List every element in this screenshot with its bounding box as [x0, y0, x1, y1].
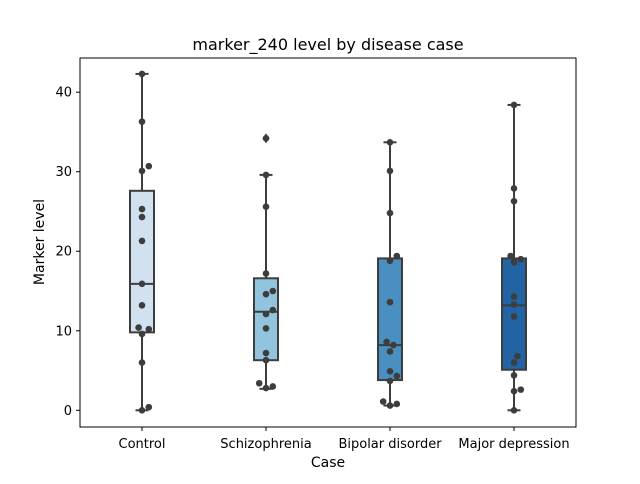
y-axis-label: Marker level: [32, 199, 48, 285]
y-tick-label: 10: [55, 324, 72, 339]
y-tick-label: 0: [64, 404, 72, 419]
data-point: [386, 298, 394, 306]
data-point: [510, 293, 518, 300]
data-point: [393, 252, 401, 260]
x-tick-label: Bipolar disorder: [338, 437, 442, 452]
data-point: [269, 306, 277, 314]
plot-content: [129, 70, 527, 414]
data-point: [145, 403, 153, 411]
y-axis: 0 10 20 30 40: [55, 86, 80, 419]
data-point: [138, 330, 146, 338]
chart-title: marker_240 level by disease case: [192, 35, 463, 55]
data-point: [145, 162, 153, 170]
data-point: [507, 252, 514, 260]
data-point: [386, 209, 394, 217]
data-point: [262, 349, 270, 357]
data-point: [517, 386, 525, 393]
data-point: [262, 203, 270, 211]
data-point: [138, 280, 146, 288]
data-point: [262, 171, 270, 179]
data-point: [138, 237, 146, 245]
data-point: [510, 406, 518, 414]
data-point: [510, 301, 518, 308]
x-axis: Control Schizophrenia Bipolar disorder Majo…: [119, 427, 570, 452]
data-point: [138, 118, 146, 125]
data-point: [510, 259, 518, 266]
data-point: [138, 359, 146, 366]
data-point: [262, 135, 270, 142]
data-point: [262, 270, 270, 277]
data-point: [510, 197, 518, 205]
data-point: [138, 167, 146, 175]
data-point: [145, 325, 153, 333]
data-point: [138, 213, 146, 221]
data-point: [510, 313, 518, 320]
x-tick-label: Schizophrenia: [220, 437, 311, 452]
data-point: [255, 379, 263, 387]
data-point: [393, 372, 401, 380]
data-point: [386, 402, 394, 409]
data-point: [390, 341, 397, 349]
x-tick-label: Control: [119, 437, 166, 452]
y-tick-label: 30: [55, 165, 72, 180]
data-point: [262, 310, 270, 318]
box-group: [501, 103, 527, 412]
data-point: [386, 368, 394, 375]
data-point: [262, 325, 270, 332]
data-point: [510, 387, 518, 395]
data-point: [262, 356, 270, 364]
data-point: [510, 185, 518, 192]
data-point: [386, 167, 394, 175]
data-point: [379, 398, 387, 405]
data-point: [510, 372, 518, 379]
data-point: [269, 383, 277, 390]
box-iqr: [377, 257, 403, 382]
y-tick-label: 40: [55, 86, 72, 101]
data-point: [517, 255, 525, 263]
data-point: [386, 138, 394, 146]
data-point: [262, 384, 270, 392]
data-point: [386, 257, 394, 265]
data-point: [269, 287, 277, 295]
x-tick-label: Major depression: [458, 437, 569, 452]
x-axis-label: Case: [311, 455, 345, 471]
plot-frame: [79, 57, 577, 428]
data-point: [138, 205, 146, 213]
data-point: [138, 70, 146, 78]
y-tick-label: 20: [55, 245, 72, 260]
data-point: [510, 359, 518, 366]
data-point: [383, 338, 390, 346]
box-iqr: [501, 257, 527, 371]
data-point: [135, 324, 142, 331]
data-point: [514, 352, 521, 360]
data-point: [393, 400, 401, 408]
data-point: [138, 406, 146, 414]
data-point: [386, 348, 394, 355]
data-point: [510, 101, 518, 109]
data-point: [262, 290, 270, 298]
data-point: [138, 302, 146, 309]
data-point: [386, 377, 394, 385]
